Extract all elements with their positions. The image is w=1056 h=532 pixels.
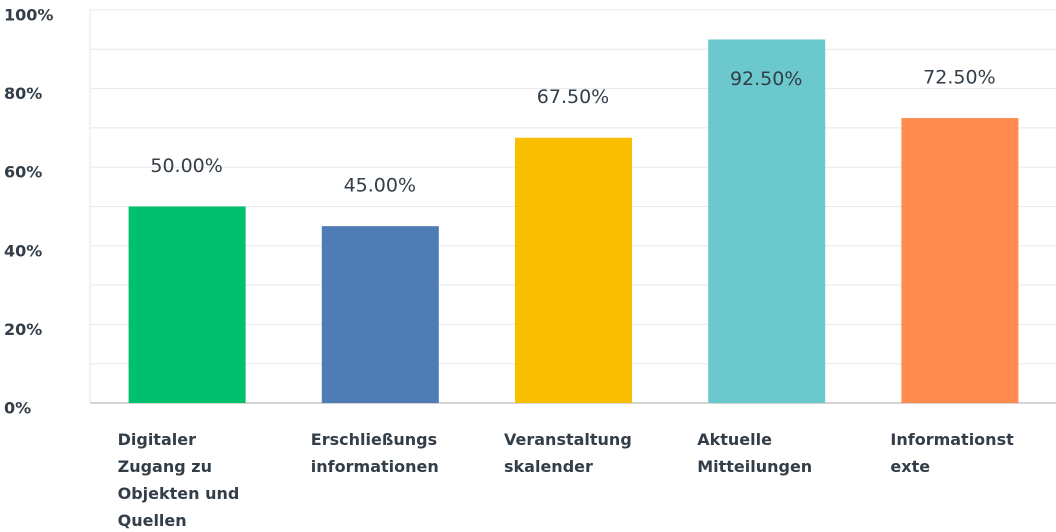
x-tick-label: Informationst exte	[890, 430, 1014, 476]
x-tick-label: Erschließungs informationen	[311, 430, 439, 476]
value-label: 92.50%	[730, 68, 802, 90]
bar	[901, 118, 1019, 403]
bar	[321, 226, 439, 403]
value-label: 72.50%	[923, 67, 995, 89]
x-tick-label: Veranstaltung skalender	[504, 430, 632, 476]
x-tick-label: Digitaler Zugang zu Objekten und Quellen	[118, 430, 240, 530]
x-tick-label-line: Mitteilungen	[697, 457, 812, 476]
x-tick-label-line: Veranstaltung	[504, 430, 632, 449]
value-label: 50.00%	[150, 155, 222, 177]
y-tick-label: 0%	[4, 399, 31, 418]
y-tick-label: 40%	[4, 241, 42, 260]
value-label: 45.00%	[344, 175, 416, 197]
bar	[128, 206, 246, 403]
x-tick-label-line: Digitaler	[118, 430, 196, 449]
y-tick-label: 80%	[4, 84, 42, 103]
x-tick-label-line: exte	[890, 457, 930, 476]
x-tick-label-line: Zugang zu	[118, 457, 212, 476]
x-tick-label-line: informationen	[311, 457, 439, 476]
x-tick-label-line: skalender	[504, 457, 593, 476]
x-tick-label-line: Informationst	[890, 430, 1014, 449]
bar	[708, 39, 826, 403]
x-tick-label-line: Aktuelle	[697, 430, 772, 449]
x-tick-label-line: Objekten und	[118, 484, 240, 503]
x-tick-label-line: Quellen	[118, 511, 187, 530]
y-tick-label: 60%	[4, 163, 42, 182]
y-tick-label: 100%	[4, 6, 53, 25]
x-tick-label: Aktuelle Mitteilungen	[697, 430, 812, 476]
bar	[515, 137, 632, 403]
value-label: 67.50%	[537, 86, 609, 108]
y-tick-label: 20%	[4, 320, 42, 339]
x-tick-label-line: Erschließungs	[311, 430, 437, 449]
